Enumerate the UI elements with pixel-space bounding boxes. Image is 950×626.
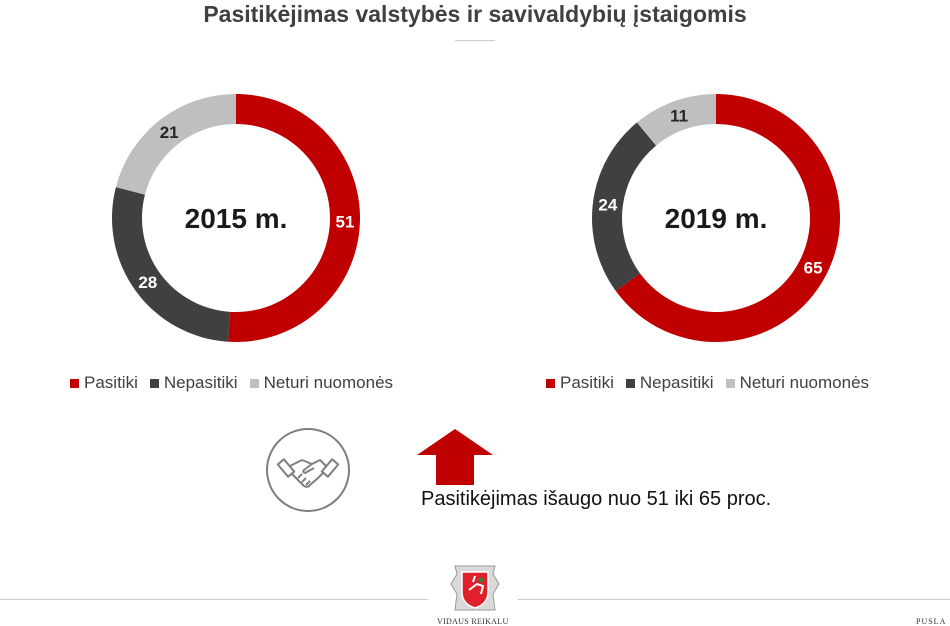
- data-label: 51: [335, 212, 354, 231]
- data-label: 65: [804, 258, 823, 277]
- title-divider: [455, 40, 495, 41]
- donut-slice-pasitiki: [228, 94, 361, 342]
- legend-item: Neturi nuomonės: [249, 373, 394, 393]
- data-label: 28: [138, 273, 157, 292]
- legend-label: Neturi nuomonės: [739, 373, 870, 392]
- page-label: PUSLA: [916, 617, 947, 626]
- legend-item: Nepasitiki: [149, 373, 238, 393]
- donut-slice-neturi-nuomonės: [115, 94, 236, 195]
- legend-swatch: [546, 378, 555, 388]
- legend-item: Pasitiki: [546, 373, 614, 393]
- legend-label: Nepasitiki: [163, 373, 238, 392]
- legend-item: Neturi nuomonės: [725, 373, 870, 393]
- donut-slice-neturi-nuomonės: [636, 94, 716, 146]
- center-label: 2015 m.: [185, 203, 288, 234]
- data-label: 11: [670, 106, 688, 125]
- footer-divider: [518, 599, 950, 600]
- donut-slice-nepasitiki: [592, 122, 657, 291]
- summary-note: Pasitikėjimas išaugo nuo 51 iki 65 proc.: [421, 488, 772, 510]
- legend-2019: Pasitiki Nepasitiki Neturi nuomonės: [546, 373, 869, 393]
- arrow-up-icon: [417, 429, 493, 485]
- donut-slice-nepasitiki: [111, 187, 231, 342]
- legend-label: Nepasitiki: [639, 373, 714, 392]
- legend-2015: Pasitiki Nepasitiki Neturi nuomonės: [70, 373, 393, 393]
- coat-of-arms-logo: [450, 565, 500, 611]
- legend-swatch: [249, 378, 259, 388]
- legend-swatch: [149, 378, 159, 388]
- center-label: 2019 m.: [665, 203, 768, 234]
- handshake-icon: [266, 428, 350, 512]
- data-label: 21: [160, 123, 179, 142]
- legend-swatch: [625, 378, 635, 388]
- legend-item: Pasitiki: [70, 373, 138, 393]
- page-title: Pasitikėjimas valstybės ir savivaldybių …: [203, 1, 747, 27]
- legend-label: Pasitiki: [560, 373, 614, 392]
- donut-charts: 51 28 21 2015 m. 65 24 11 2019 m.: [111, 94, 840, 342]
- legend-swatch: [725, 378, 735, 388]
- logo-text: VIDAUS REIKALU: [437, 617, 509, 626]
- legend-label: Neturi nuomonės: [263, 373, 394, 392]
- legend-swatch: [70, 378, 79, 388]
- legend-label: Pasitiki: [84, 373, 138, 392]
- data-label: 24: [598, 195, 617, 214]
- footer-divider: [0, 599, 428, 600]
- legend-item: Nepasitiki: [625, 373, 714, 393]
